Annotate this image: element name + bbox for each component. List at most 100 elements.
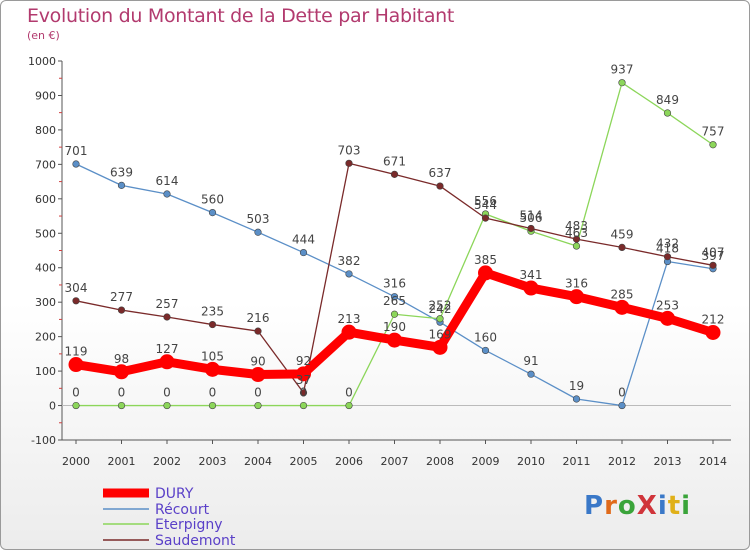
data-point (709, 261, 717, 269)
legend-label: DURY (155, 486, 194, 502)
data-point (523, 280, 539, 296)
chart-title: Evolution du Montant de la Dette par Hab… (27, 5, 455, 27)
data-label: 253 (656, 298, 679, 312)
chart-subtitle: (en €) (27, 29, 60, 42)
data-point (660, 310, 675, 326)
legend-label: Récourt (155, 502, 210, 518)
data-label: 637 (429, 166, 452, 180)
series-points (68, 79, 721, 410)
data-label: 0 (163, 386, 171, 400)
x-tick-label: 2004 (244, 455, 272, 468)
data-point (72, 401, 80, 410)
x-tick-label: 2014 (699, 455, 727, 468)
data-point (705, 325, 721, 341)
x-tick-label: 2003 (199, 455, 227, 468)
x-tick-label: 2012 (608, 455, 636, 468)
data-point (163, 190, 171, 198)
x-tick-label: 2011 (563, 455, 591, 468)
data-label: 127 (156, 342, 179, 356)
y-tick-label: 100 (35, 365, 56, 378)
data-label: 0 (118, 386, 126, 400)
x-tick-label: 2005 (290, 455, 318, 468)
data-point (299, 248, 308, 257)
data-point (572, 242, 581, 250)
data-label: 382 (338, 254, 361, 268)
data-point (572, 235, 581, 243)
data-label: 0 (209, 386, 217, 400)
y-tick-label: 800 (35, 124, 56, 137)
data-label: 614 (156, 174, 179, 188)
data-point (345, 159, 353, 167)
data-point (569, 289, 584, 305)
data-label: 463 (565, 226, 588, 240)
data-label: 407 (702, 245, 725, 259)
data-point (527, 370, 535, 378)
data-point (481, 214, 490, 222)
x-tick-label: 2000 (62, 455, 90, 468)
data-label: 160 (474, 330, 497, 344)
data-label: 91 (523, 354, 538, 368)
data-label: 213 (338, 312, 361, 326)
data-point (254, 401, 262, 410)
data-point (432, 339, 448, 355)
data-label: 304 (65, 281, 88, 295)
x-tick-label: 2002 (153, 455, 181, 468)
data-label: 265 (383, 294, 406, 308)
data-label: 242 (429, 302, 452, 316)
data-point (72, 297, 80, 305)
x-tick-label: 2013 (654, 455, 682, 468)
data-point (345, 401, 353, 410)
x-tick-label: 2009 (472, 455, 500, 468)
data-label: 0 (345, 386, 353, 400)
x-tick-label: 2001 (108, 455, 136, 468)
data-label: 701 (65, 144, 88, 158)
y-tick-label: 500 (35, 227, 56, 240)
data-label: 639 (110, 165, 133, 179)
data-point (390, 310, 399, 318)
data-point (614, 299, 630, 315)
data-label: 671 (383, 154, 406, 168)
data-label: 277 (110, 290, 133, 304)
data-point (572, 395, 581, 403)
data-point (345, 270, 353, 278)
data-point (68, 357, 84, 373)
data-point (250, 367, 266, 383)
x-tick-label: 2007 (381, 455, 409, 468)
data-point (159, 354, 175, 370)
y-tick-label: 300 (35, 296, 56, 309)
data-point (72, 160, 80, 168)
y-tick-label: 400 (35, 262, 56, 275)
data-point (481, 346, 490, 355)
data-point (208, 401, 217, 410)
data-point (208, 209, 217, 217)
y-tick-label: -100 (31, 434, 56, 447)
data-label: 316 (383, 277, 406, 291)
data-point (436, 182, 444, 190)
data-point (117, 181, 126, 189)
data-label: 385 (474, 253, 497, 267)
data-label: 105 (201, 349, 224, 363)
data-label: 257 (156, 297, 179, 311)
data-label: 506 (520, 211, 543, 225)
data-label: 341 (520, 268, 543, 282)
data-label: 560 (201, 193, 224, 207)
data-label: 316 (565, 277, 588, 291)
x-tick-label: 2010 (517, 455, 545, 468)
data-label: 0 (254, 386, 262, 400)
y-tick-label: 200 (35, 331, 56, 344)
x-tick-label: 2008 (426, 455, 454, 468)
data-point (296, 366, 311, 382)
data-point (478, 265, 493, 281)
data-label: 937 (611, 63, 634, 77)
data-label: 397 (702, 249, 725, 263)
data-label: 432 (656, 237, 679, 251)
data-label: 235 (201, 305, 224, 319)
data-point (163, 313, 171, 321)
data-point (341, 324, 357, 340)
data-label: 0 (72, 386, 80, 400)
y-tick-label: 900 (35, 89, 56, 102)
